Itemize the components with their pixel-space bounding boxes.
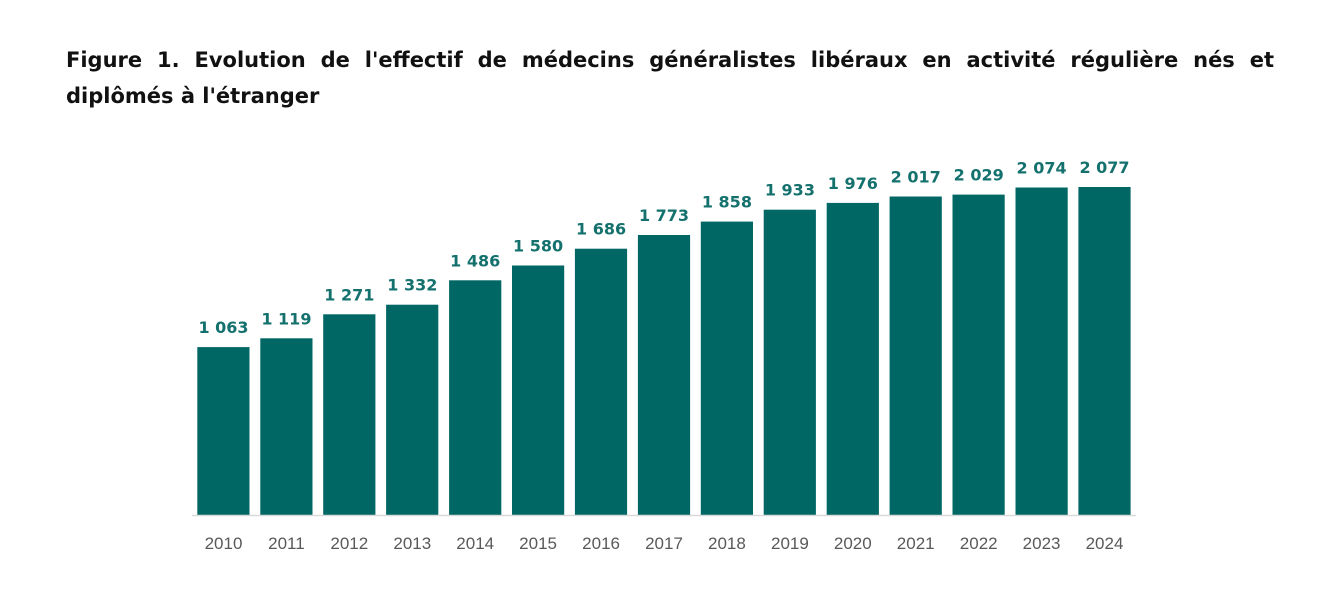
bar-2019 <box>763 209 816 515</box>
bar-2016 <box>574 248 628 515</box>
x-tick-label-2010: 2010 <box>205 534 243 553</box>
bar-2024 <box>1078 187 1131 515</box>
bar-2010 <box>197 347 250 515</box>
value-label-2024: 2 077 <box>1079 158 1129 177</box>
value-label-2015: 1 580 <box>513 237 563 256</box>
bar-2014 <box>449 280 502 515</box>
x-tick-label-2016: 2016 <box>582 534 620 553</box>
value-label-2014: 1 486 <box>450 251 500 270</box>
value-label-2010: 1 063 <box>198 318 248 337</box>
x-tick-label-2022: 2022 <box>960 534 998 553</box>
x-tick-label-2012: 2012 <box>330 534 368 553</box>
bar-2023 <box>1015 187 1068 515</box>
chart-title: Figure 1. Evolution de l'effectif de méd… <box>66 48 1274 108</box>
x-tick-label-2024: 2024 <box>1086 534 1124 553</box>
bar-2012 <box>323 314 376 515</box>
bar-2022 <box>952 194 1005 515</box>
value-label-2013: 1 332 <box>387 276 437 295</box>
x-tick-label-2013: 2013 <box>393 534 431 553</box>
x-tick-labels-layer: 2010 2011 2012 2013 2014 2015 2016 2017 2018 2019… <box>205 534 1124 553</box>
x-tick-label-2019: 2019 <box>771 534 809 553</box>
value-label-2020: 1 976 <box>828 174 878 193</box>
bar-2017 <box>637 235 691 515</box>
x-tick-label-2015: 2015 <box>519 534 557 553</box>
value-label-2021: 2 017 <box>891 168 941 187</box>
bar-2018 <box>700 221 753 515</box>
value-label-2023: 2 074 <box>1017 159 1067 178</box>
bar-2015 <box>512 265 565 515</box>
value-label-2012: 1 271 <box>324 285 374 304</box>
bars-layer <box>197 187 1131 515</box>
x-tick-label-2018: 2018 <box>708 534 746 553</box>
value-label-2019: 1 933 <box>765 181 815 200</box>
value-labels-layer: 1 063 1 119 1 271 1 332 1 486 1 580 1 686 1 773… <box>198 158 1129 337</box>
bar-2020 <box>826 202 879 515</box>
value-label-2011: 1 119 <box>261 309 311 328</box>
x-tick-label-2011: 2011 <box>268 534 305 553</box>
x-tick-label-2023: 2023 <box>1023 534 1061 553</box>
x-tick-label-2021: 2021 <box>897 534 935 553</box>
value-label-2016: 1 686 <box>576 220 626 239</box>
value-label-2022: 2 029 <box>954 166 1004 185</box>
x-tick-label-2017: 2017 <box>645 534 683 553</box>
value-label-2017: 1 773 <box>639 206 689 225</box>
value-label-2018: 1 858 <box>702 193 752 212</box>
bar-2021 <box>889 196 942 515</box>
bar-2011 <box>260 338 313 515</box>
bar-2013 <box>386 304 439 515</box>
x-tick-label-2020: 2020 <box>834 534 872 553</box>
x-tick-label-2014: 2014 <box>456 534 494 553</box>
